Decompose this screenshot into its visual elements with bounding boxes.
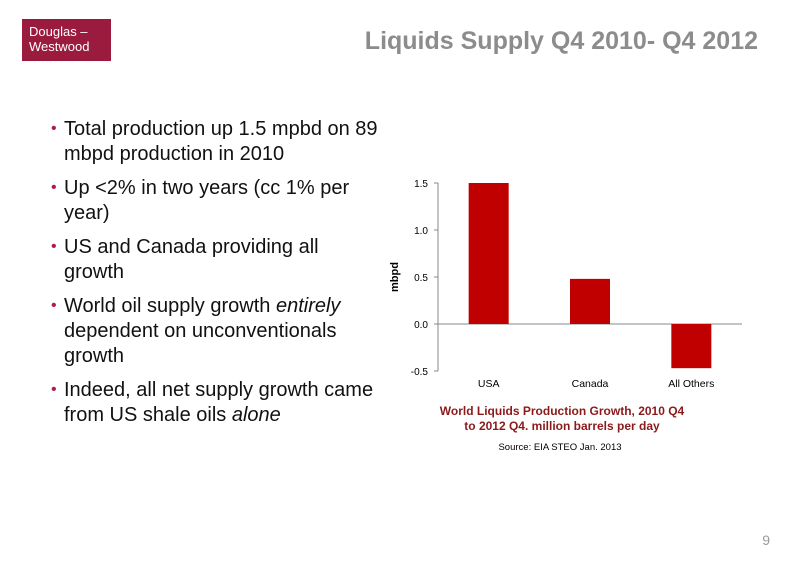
bullet-text: US and Canada providing all growth bbox=[64, 236, 319, 283]
caption-line-1: World Liquids Production Growth, 2010 Q4 bbox=[439, 404, 685, 418]
bullet-dot-icon: • bbox=[51, 179, 57, 196]
chart-source: Source: EIA STEO Jan. 2013 bbox=[498, 442, 622, 453]
bullet-dot-icon: • bbox=[51, 381, 57, 398]
company-logo: Douglas – Westwood bbox=[22, 19, 111, 61]
bullet-item: • US and Canada providing all growth bbox=[50, 235, 380, 285]
x-category-label: All Others bbox=[668, 378, 714, 390]
page-number: 9 bbox=[762, 532, 770, 548]
bar-canada bbox=[570, 278, 610, 324]
bullet-emphasis: entirely bbox=[275, 295, 341, 317]
bullet-text: Indeed, all net supply growth came from … bbox=[64, 379, 374, 426]
bullet-dot-icon: • bbox=[51, 120, 57, 137]
bullet-emphasis: alone bbox=[231, 404, 281, 426]
bullet-text: World oil supply growth bbox=[64, 295, 276, 317]
bullet-text-tail: dependent on unconventionals growth bbox=[64, 320, 337, 367]
bullet-dot-icon: • bbox=[51, 238, 57, 255]
y-tick-label: 1.5 bbox=[414, 179, 428, 190]
bullet-dot-icon: • bbox=[51, 297, 57, 314]
y-tick-label: 0.0 bbox=[414, 320, 428, 331]
x-category-label: Canada bbox=[572, 378, 609, 390]
bullet-item: • Indeed, all net supply growth came from… bbox=[50, 378, 380, 428]
bullet-item: • Total production up 1.5 mpbd on 89 mbpd… bbox=[50, 117, 380, 167]
bullet-text: Total production up 1.5 mpbd on 89 mbpd … bbox=[64, 118, 378, 165]
y-tick-label: 0.5 bbox=[414, 273, 428, 284]
x-category-label: USA bbox=[478, 378, 500, 390]
chart-caption: World Liquids Production Growth, 2010 Q4… bbox=[422, 404, 702, 434]
bullet-list: • Total production up 1.5 mpbd on 89 mbpd… bbox=[50, 117, 380, 437]
caption-line-2: to 2012 Q4. million barrels per day bbox=[464, 419, 660, 433]
y-axis-title: mbpd bbox=[389, 262, 401, 292]
logo-line-2: Westwood bbox=[29, 39, 90, 54]
bullet-text: Up <2% in two years (cc 1% per year) bbox=[64, 177, 350, 224]
y-tick-label: -0.5 bbox=[411, 367, 429, 378]
bullet-item: • World oil supply growth entirely depend… bbox=[50, 294, 380, 369]
slide-title: Liquids Supply Q4 2010- Q4 2012 bbox=[364, 27, 758, 55]
logo-line-1: Douglas – bbox=[29, 24, 88, 39]
bar-all-others bbox=[671, 324, 712, 369]
bar-usa bbox=[468, 183, 509, 324]
y-tick-label: 1.0 bbox=[414, 226, 428, 237]
bullet-item: • Up <2% in two years (cc 1% per year) bbox=[50, 176, 380, 226]
